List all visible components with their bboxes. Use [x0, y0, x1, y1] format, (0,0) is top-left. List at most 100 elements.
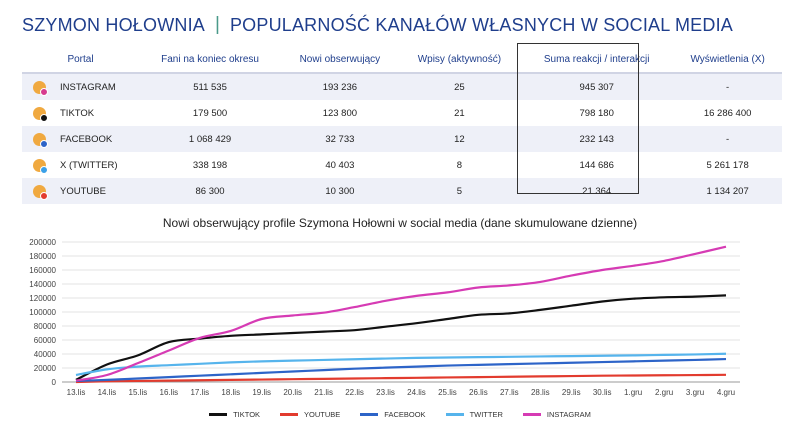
new-followers-cell: 32 733	[281, 126, 399, 152]
legend-label: TWITTER	[469, 410, 503, 419]
x-tick-label: 28.lis	[531, 388, 550, 397]
reactions-cell: 798 180	[579, 107, 614, 119]
fans-cell: 1 068 429	[139, 126, 282, 152]
portal-cell: FACEBOOK	[22, 126, 139, 152]
new-followers-cell: 193 236	[281, 73, 399, 100]
facebook-icon	[33, 132, 48, 148]
x-tick-label: 18.lis	[221, 388, 240, 397]
portal-cell: INSTAGRAM	[22, 73, 139, 100]
portal-cell: YOUTUBE	[22, 178, 139, 204]
table-row: FACEBOOK 1 068 429 32 733 12 232 143-	[22, 126, 782, 152]
table-row: INSTAGRAM 511 535 193 236 25 945 307-	[22, 73, 782, 100]
legend-label: TIKTOK	[233, 410, 261, 419]
y-tick-label: 100000	[29, 308, 56, 317]
views-cell: 5 261 178	[706, 159, 749, 171]
legend-label: FACEBOOK	[384, 410, 426, 419]
legend-item: YOUTUBE	[280, 410, 340, 419]
series-line-youtube	[75, 373, 727, 384]
reactions-cell: 21 364	[520, 178, 674, 204]
x-tick-label: 17.lis	[190, 388, 209, 397]
portal-name: FACEBOOK	[60, 133, 113, 145]
views-cell: -	[673, 73, 782, 100]
series-line-twitter	[75, 352, 727, 377]
tiktok-icon	[33, 106, 48, 122]
posts-cell: 5	[398, 178, 521, 204]
x-tick-label: 24.lis	[407, 388, 426, 397]
y-tick-label: 180000	[29, 252, 56, 261]
legend-item: FACEBOOK	[360, 410, 426, 419]
x-tick-label: 29.lis	[562, 388, 581, 397]
legend-item: TWITTER	[445, 410, 503, 419]
posts-cell: 21	[454, 107, 465, 119]
posts-cell: 25	[398, 73, 521, 100]
fans-cell: 511 535	[139, 73, 282, 100]
legend-swatch	[445, 413, 464, 416]
new-followers-cell: 40 403	[325, 159, 355, 171]
legend-item: TIKTOK	[209, 410, 260, 419]
legend-swatch	[209, 413, 228, 416]
y-tick-label: 120000	[29, 294, 56, 303]
portal-cell: TIKTOK	[22, 100, 139, 126]
series-line-tiktok	[75, 294, 727, 381]
column-header-fans: Fani na koniec okresu	[139, 46, 282, 74]
portal-cell: X (TWITTER)	[22, 152, 139, 178]
reactions-cell: 144 686	[579, 159, 614, 171]
chart-title: Nowi obserwujący profile Szymona Hołowni…	[162, 216, 638, 230]
y-tick-label: 140000	[29, 280, 56, 289]
x-tick-label: 27.lis	[500, 388, 519, 397]
legend-swatch	[280, 413, 299, 416]
reactions-cell: 232 143	[520, 126, 674, 152]
y-tick-label: 0	[52, 378, 57, 387]
x-tick-label: 3.gru	[686, 388, 704, 397]
x-tick-label: 26.lis	[469, 388, 488, 397]
x-tick-label: 19.lis	[252, 388, 271, 397]
page-header: SZYMON HOŁOWNIA | POPULARNOŚĆ KANAŁÓW WŁ…	[22, 12, 733, 38]
new-followers-cell: 123 800	[322, 107, 358, 119]
x-tick-label: 22.lis	[345, 388, 364, 397]
y-tick-label: 60000	[34, 336, 57, 345]
x-tick-label: 30.lis	[593, 388, 612, 397]
series-line-instagram	[75, 245, 727, 382]
x-tick-label: 4.gru	[717, 388, 735, 397]
x-tick-label: 23.lis	[376, 388, 395, 397]
legend-swatch	[360, 413, 379, 416]
x-tick-label: 15.lis	[129, 388, 148, 397]
x-tick-label: 25.lis	[438, 388, 457, 397]
portal-name: TIKTOK	[60, 107, 95, 119]
posts-cell: 8	[456, 159, 463, 171]
column-header-posts: Wpisy (aktywność)	[398, 46, 521, 74]
new-followers-cell: 10 300	[281, 178, 399, 204]
table-header-row: Portal Fani na koniec okresu Nowi obserw…	[22, 46, 782, 74]
instagram-icon	[33, 80, 48, 96]
table-row: X (TWITTER) 338 198 40 403 8 144 686 5 261 17…	[22, 152, 782, 178]
posts-cell: 12	[398, 126, 521, 152]
y-tick-label: 200000	[29, 238, 56, 247]
series-line-facebook	[75, 357, 727, 383]
header-name: SZYMON HOŁOWNIA	[22, 14, 206, 35]
legend-swatch	[522, 413, 541, 416]
x-tick-label: 13.lis	[67, 388, 86, 397]
x-tick-label: 14.lis	[98, 388, 117, 397]
column-header-new-followers: Nowi obserwujący	[281, 46, 399, 74]
y-tick-label: 160000	[29, 266, 56, 275]
portal-name: YOUTUBE	[60, 185, 106, 197]
line-chart: 0 20000 40000 60000 80000 100000 120000 140000 1…	[29, 238, 740, 397]
views-cell: -	[673, 126, 782, 152]
youtube-icon	[33, 184, 48, 200]
portal-name: INSTAGRAM	[60, 81, 116, 93]
y-tick-label: 40000	[34, 350, 57, 359]
fans-cell: 179 500	[192, 107, 228, 119]
legend-label: INSTAGRAM	[546, 410, 591, 419]
column-header-views: Wyświetlenia (X)	[673, 46, 782, 74]
x-twitter-icon	[33, 158, 48, 174]
x-tick-label: 16.lis	[160, 388, 179, 397]
header-subtitle: POPULARNOŚĆ KANAŁÓW WŁASNYCH W SOCIAL ME…	[229, 14, 733, 35]
legend-label: YOUTUBE	[304, 410, 341, 419]
table-row: TIKTOK 179 500 123 800 21 798 180 16 286 400	[22, 100, 782, 126]
x-tick-label: 1.gru	[624, 388, 642, 397]
y-tick-label: 80000	[34, 322, 57, 331]
stats-table: Portal Fani na koniec okresu Nowi obserw…	[22, 46, 782, 204]
portal-name: X (TWITTER)	[60, 159, 118, 171]
header-separator: |	[215, 14, 220, 35]
x-tick-label: 2.gru	[655, 388, 673, 397]
